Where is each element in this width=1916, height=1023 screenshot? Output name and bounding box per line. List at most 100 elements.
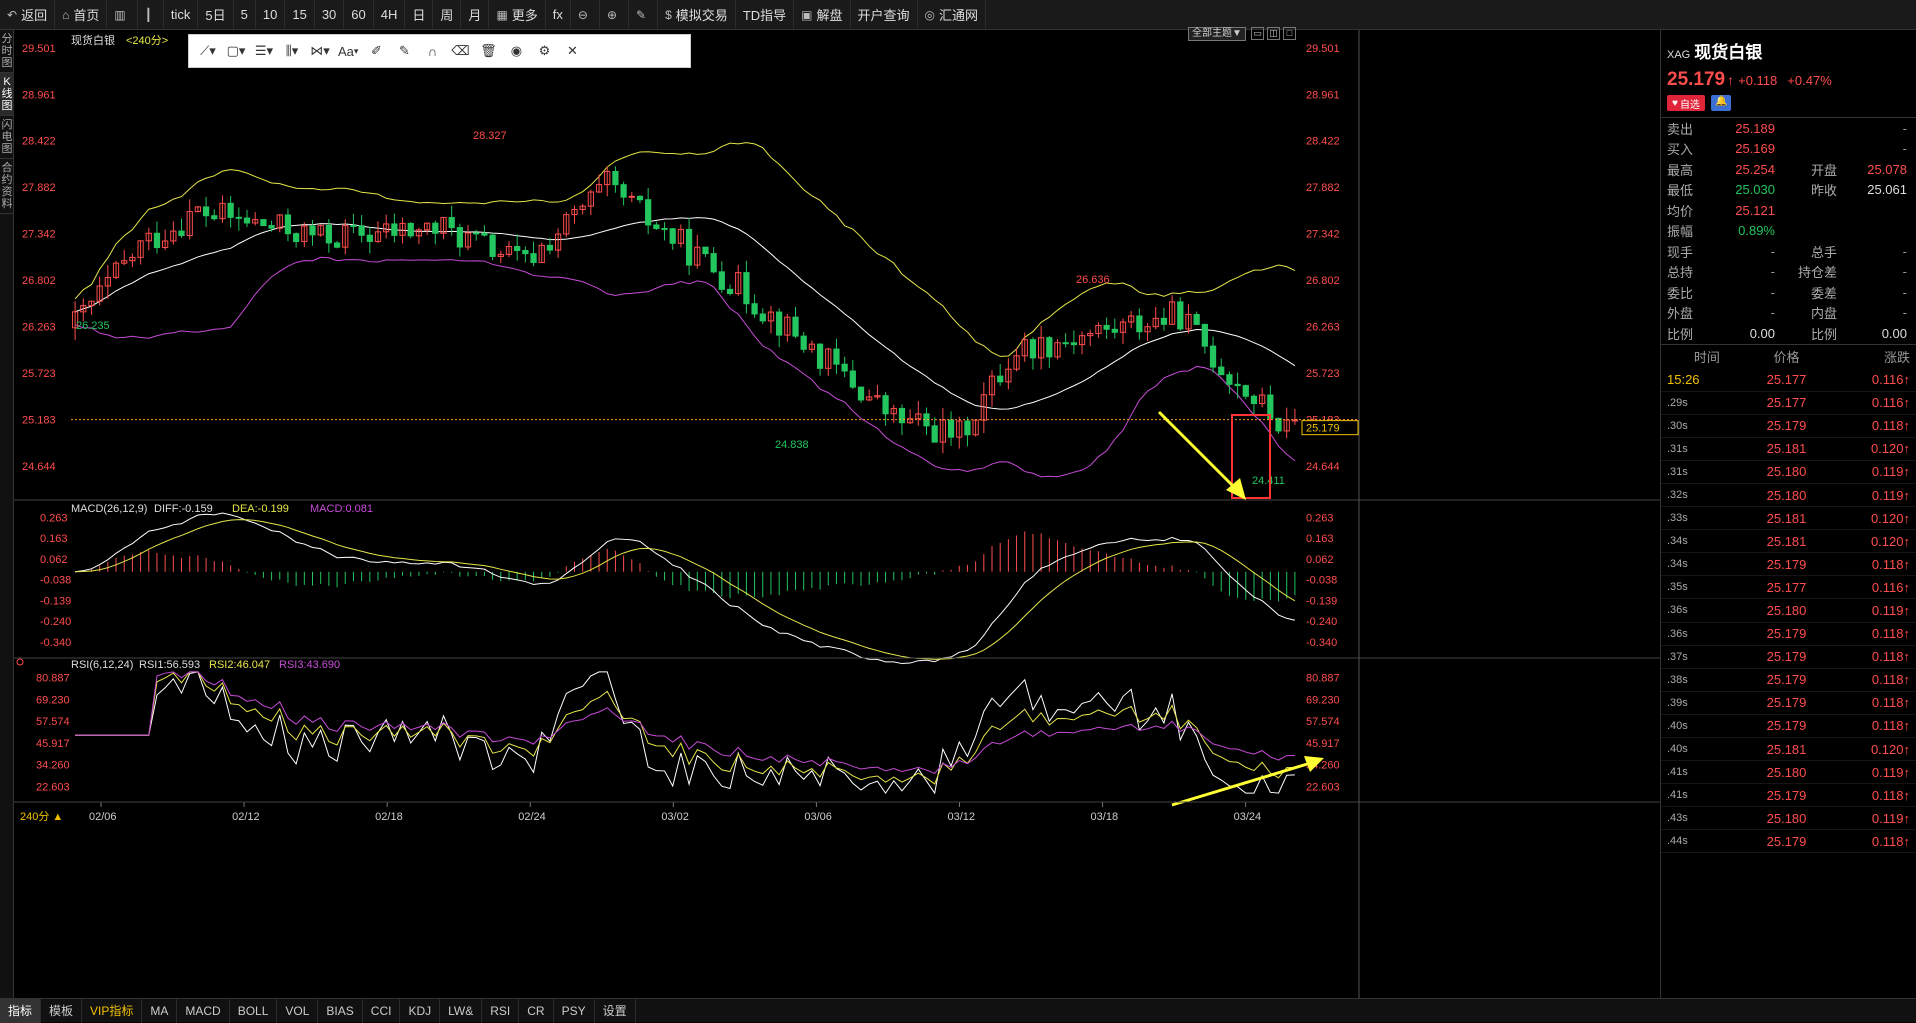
bottom-tab-5[interactable]: BOLL <box>230 998 278 1023</box>
alert-bell-button[interactable]: 🔔 <box>1710 95 1732 111</box>
toolbar-item-3[interactable]: ┃ <box>138 0 164 30</box>
text-tool-icon[interactable]: Aa ▾ <box>335 38 361 64</box>
toolbar-item-6[interactable]: 5 <box>234 0 256 30</box>
brush-icon[interactable]: ✎ <box>398 43 410 58</box>
toolbar-item-13[interactable]: 周 <box>433 0 462 30</box>
rsi2-label: RSI2:46.047 <box>209 659 270 671</box>
bottom-tab-1[interactable]: 模板 <box>41 998 83 1023</box>
add-watchlist-button[interactable]: ♥ 自选 <box>1667 95 1705 111</box>
bottom-tab-10[interactable]: LW& <box>440 998 483 1023</box>
toolbar-item-20[interactable]: $ 模拟交易 <box>658 0 736 30</box>
bottom-tab-8[interactable]: CCI <box>363 998 401 1023</box>
toolbar-item-5[interactable]: 5日 <box>198 0 234 30</box>
toolbar-item-19[interactable]: ✎ <box>629 0 659 30</box>
magnet-icon[interactable]: ∩ <box>427 43 438 59</box>
pen-icon: ✎ <box>636 7 647 22</box>
current-price-tag-text: 25.179 <box>1306 423 1340 435</box>
bottom-tab-7[interactable]: BIAS <box>318 998 363 1023</box>
tick-time: .33s <box>1667 512 1688 525</box>
pattern-tool-icon[interactable]: ⋈▾ <box>310 43 330 58</box>
bottom-tab-2[interactable]: VIP指标 <box>82 998 143 1023</box>
left-tab-2[interactable]: 闪电图 <box>0 116 14 159</box>
line-tool-icon[interactable]: ⟋▾ <box>200 43 216 58</box>
toolbar-item-17[interactable]: ⊖ <box>571 0 600 30</box>
macd-label: MACD(26,12,9) <box>71 503 147 515</box>
candle-body <box>653 224 660 229</box>
rsi-annotation-arrow-line <box>1171 760 1315 807</box>
tick-change: 0.120↑ <box>1870 741 1910 757</box>
rsi-annotation-arrow-head <box>1304 756 1324 772</box>
left-tab-3[interactable]: 合约资料 <box>0 159 14 214</box>
annotation-arrow-line <box>1157 410 1241 494</box>
close-icon[interactable]: ✕ <box>566 43 578 58</box>
bottom-tab-14[interactable]: 设置 <box>595 998 636 1023</box>
toolbar-item-21[interactable]: TD指导 <box>736 0 795 30</box>
chart-window-controls[interactable]: ▭ ◫ □ <box>1251 27 1301 41</box>
ruler-icon[interactable]: ✐ <box>370 43 382 58</box>
bottom-tab-13[interactable]: PSY <box>554 998 595 1023</box>
macd-axis-label-left: -0.240 <box>40 616 71 628</box>
toolbar-item-11[interactable]: 4H <box>374 0 406 30</box>
fib-tool-icon[interactable]: ☰▾ <box>254 43 274 58</box>
bottom-tab-11[interactable]: RSI <box>482 998 520 1023</box>
ticks-list[interactable]: 15:26 25.177 0.116↑ .29s 25.177 0.116↑ .30s 25.… <box>1661 369 1916 854</box>
toolbar-item-4[interactable]: tick <box>164 0 199 30</box>
bottom-tab-6[interactable]: VOL <box>277 998 319 1023</box>
toolbar-item-18[interactable]: ⊕ <box>600 0 630 30</box>
toolbar-item-1[interactable]: ⌂ 首页 <box>55 0 108 30</box>
trash-icon[interactable]: 🗑 <box>480 43 497 58</box>
toolbar-item-7[interactable]: 10 <box>256 0 286 30</box>
channel-tool-icon[interactable]: ⫼▾ <box>285 43 299 58</box>
kline-chart-svg[interactable]: 29.501 28.961 28.422 27.882 27.342 26.802 26.2… <box>14 30 1660 998</box>
toolbar-item-0[interactable]: ↶ 返回 <box>0 0 56 30</box>
bottom-tab-0[interactable]: 指标 <box>0 998 42 1023</box>
macd-axis-label-right: 0.062 <box>1306 554 1334 566</box>
maximize-chart-icon[interactable]: □ <box>1283 27 1296 40</box>
price-axis-label-right: 24.644 <box>1306 461 1340 473</box>
left-tab-0[interactable]: 分时图 <box>0 30 14 73</box>
toolbar-item-23[interactable]: 开户查询 <box>851 0 918 30</box>
theme-button[interactable]: 全部主题▼ <box>1188 27 1246 41</box>
eye-icon[interactable]: ◉ <box>510 43 523 58</box>
toolbar-item-9[interactable]: 30 <box>315 0 345 30</box>
candle-body <box>464 232 472 248</box>
bottom-tab-9[interactable]: KDJ <box>400 998 441 1023</box>
field-value: - <box>1770 243 1775 259</box>
toolbar-item-16[interactable]: fx <box>546 0 571 30</box>
bottom-tab-3[interactable]: MA <box>142 998 178 1023</box>
toolbar-item-22[interactable]: ▣ 解盘 <box>794 0 851 30</box>
toolbar-item-24[interactable]: ◎ 汇通网 <box>918 0 987 30</box>
tick-change: 0.119↑ <box>1871 810 1910 826</box>
top-toolbar: ↶ 返回 ⌂ 首页 ▥ ┃ tick 5日 5 10 15 30 60 4H 日周月 ▦ 更多 fx ⊖ ⊕ ✎ $ 模拟交… <box>0 0 1916 30</box>
eraser-icon[interactable]: ⌫ <box>451 43 470 58</box>
candle-body <box>186 211 193 237</box>
candles-icon: ┃ <box>144 7 152 22</box>
toolbar-item-14[interactable]: 月 <box>461 0 490 30</box>
toolbar-item-15[interactable]: ▦ 更多 <box>489 0 546 30</box>
restore-chart-icon[interactable]: ◫ <box>1267 27 1280 40</box>
gear-icon[interactable]: ⚙ <box>538 43 551 58</box>
toolbar-item-12[interactable]: 日 <box>405 0 434 30</box>
candle-body <box>317 224 324 236</box>
candle-body <box>882 395 889 415</box>
candle-body <box>759 313 766 322</box>
rect-tool-icon[interactable]: ▢▾ <box>226 43 246 58</box>
minimize-chart-icon[interactable]: ▭ <box>1251 27 1264 40</box>
symbol-code: XAG <box>1667 49 1691 61</box>
bottom-tab-12[interactable]: CR <box>519 998 554 1023</box>
toolbar-item-2[interactable]: ▥ <box>107 0 138 30</box>
tick-time: .34s <box>1667 535 1688 548</box>
tick-price: 25.179 <box>1766 626 1807 642</box>
left-tab-1[interactable]: K线图 <box>0 73 14 116</box>
rsi2-line <box>75 671 1295 785</box>
toolbar-item-label: 4H <box>380 7 398 22</box>
rsi-axis-label-left: 22.603 <box>36 781 70 793</box>
toolbar-item-label: 日 <box>412 8 426 23</box>
chart-area[interactable]: 29.501 28.961 28.422 27.882 27.342 26.802 26.2… <box>14 27 1660 998</box>
bottom-tab-4[interactable]: MACD <box>177 998 230 1023</box>
toolbar-item-8[interactable]: 15 <box>285 0 315 30</box>
tick-price: 25.179 <box>1766 718 1807 734</box>
toolbar-item-10[interactable]: 60 <box>344 0 374 30</box>
tick-price: 25.181 <box>1766 741 1807 757</box>
candle-body <box>874 395 881 398</box>
